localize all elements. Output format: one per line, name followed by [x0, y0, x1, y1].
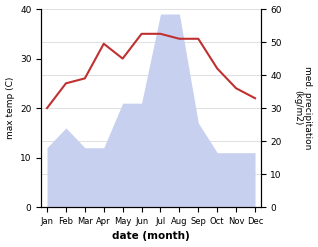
Y-axis label: max temp (C): max temp (C)	[5, 77, 15, 139]
Y-axis label: med. precipitation
(kg/m2): med. precipitation (kg/m2)	[293, 66, 313, 150]
X-axis label: date (month): date (month)	[112, 231, 190, 242]
